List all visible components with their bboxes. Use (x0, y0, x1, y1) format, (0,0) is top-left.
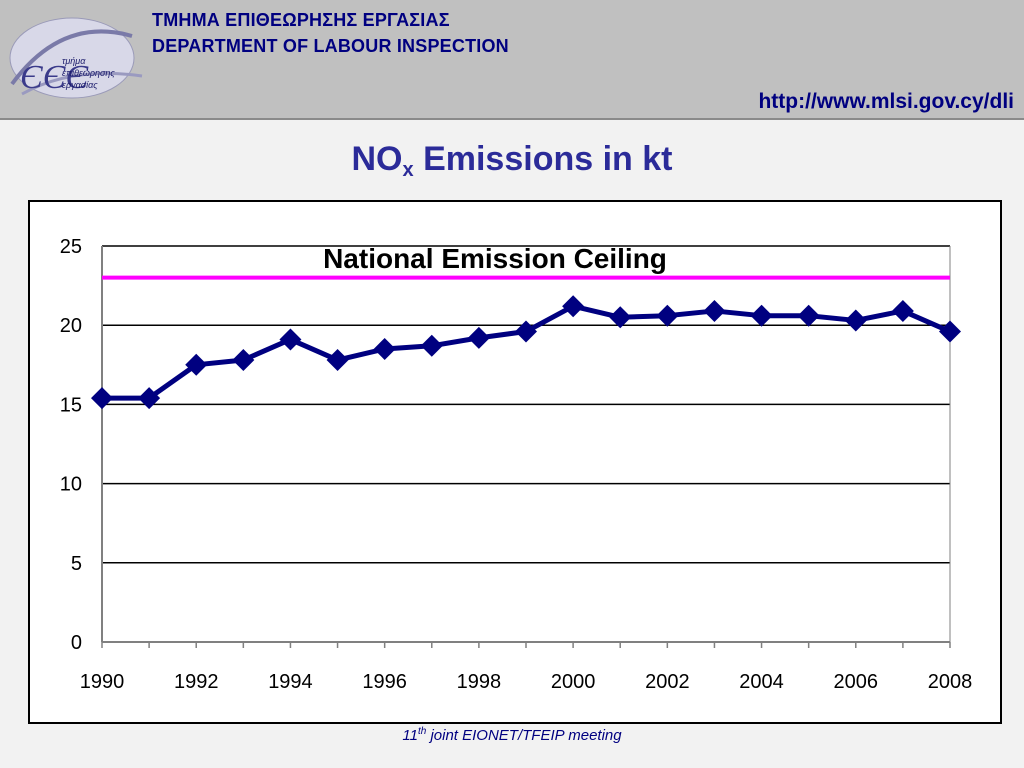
chart-frame: 0 5 10 15 20 25 1990 1992 1994 1996 1998 2000 2002 20… (28, 200, 1002, 724)
data-point-marker (420, 334, 443, 357)
department-name-greek: ΤΜΗΜΑ ΕΠΙΘΕΩΡΗΣΗΣ ΕΡΓΑΣΙΑΣ (152, 10, 450, 30)
data-point-marker (750, 304, 773, 327)
y-tick-label: 15 (60, 394, 82, 416)
data-point-marker (138, 387, 161, 410)
data-point-marker (703, 299, 726, 322)
x-tick-label: 1996 (362, 671, 407, 693)
footer-meeting: 11th joint EIONET/TFEIP meeting (0, 726, 1024, 744)
data-point-marker (844, 309, 867, 332)
footer-text: joint EIONET/TFEIP meeting (426, 727, 622, 744)
data-point-marker (797, 304, 820, 327)
data-point-marker (939, 320, 961, 343)
department-name-english: DEPARTMENT OF LABOUR INSPECTION (152, 36, 509, 56)
y-tick-label: 10 (60, 474, 82, 496)
slide-title: NOx Emissions in kt (0, 140, 1024, 181)
svg-text:ЄЄЄ: ЄЄЄ (20, 59, 88, 96)
x-tick-label: 1992 (174, 671, 219, 693)
emission-ceiling-label: National Emission Ceiling (323, 243, 667, 274)
data-point-marker (373, 337, 396, 360)
logo-text-1: τμήμα (62, 56, 86, 66)
header-bar: ЄЄЄ τμήμα επιθεώρησης εργασίας ΤΜΗΜΑ ΕΠΙ… (0, 0, 1024, 120)
nox-series-line (102, 303, 952, 401)
data-point-marker (562, 295, 585, 318)
y-tick-label: 0 (71, 632, 82, 654)
x-tick-label: 2004 (739, 671, 784, 693)
title-prefix: NO (351, 140, 403, 178)
x-tick-label: 1990 (80, 671, 125, 693)
x-tick-label: 1994 (268, 671, 313, 693)
data-point-marker (609, 306, 632, 329)
x-tick-label: 2006 (834, 671, 879, 693)
x-tick-label: 2008 (928, 671, 973, 693)
footer-number: 11 (402, 727, 418, 744)
data-point-marker (326, 349, 349, 372)
data-point-marker (656, 304, 679, 327)
data-point-marker (515, 320, 537, 343)
y-tick-label: 20 (60, 315, 82, 337)
website-url: http://www.mlsi.gov.cy/dli (758, 90, 1014, 113)
x-tick-label: 2002 (645, 671, 690, 693)
data-point-marker (279, 328, 302, 351)
y-tick-label: 5 (71, 553, 82, 575)
footer-superscript: th (417, 726, 427, 737)
y-tick-label: 25 (60, 236, 82, 258)
x-tick-label: 2000 (551, 671, 596, 693)
logo-text-2: επιθεώρησης (62, 68, 115, 78)
data-point-marker (467, 326, 490, 349)
data-point-marker (91, 387, 113, 410)
x-tick-label: 1998 (457, 671, 502, 693)
data-point-marker (185, 353, 208, 376)
dli-logo-icon: ЄЄЄ τμήμα επιθεώρησης εργασίας (9, 17, 143, 99)
logo-text-3: εργασίας (62, 80, 98, 90)
title-suffix: Emissions in kt (413, 140, 673, 178)
data-point-marker (232, 349, 255, 372)
nox-emissions-chart: 0 5 10 15 20 25 1990 1992 1994 1996 1998 2000 2002 20… (60, 236, 973, 693)
data-point-marker (891, 299, 914, 322)
title-subscript: x (402, 159, 414, 181)
